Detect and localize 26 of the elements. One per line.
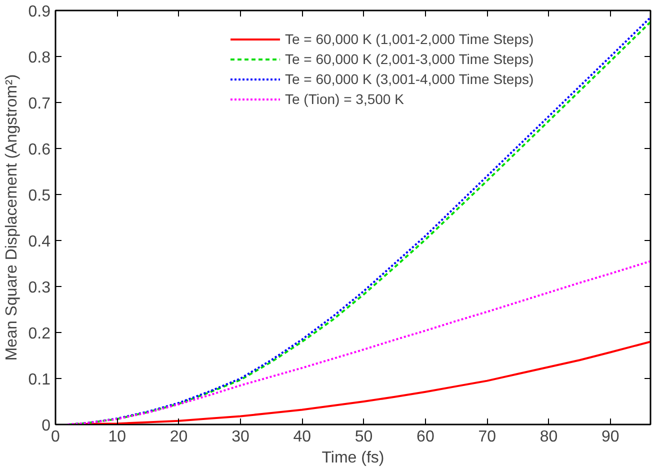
- y-tick-label: 0.3: [28, 280, 51, 296]
- x-tick-label: 30: [232, 428, 250, 446]
- y-tick-label: 0.6: [28, 142, 51, 158]
- y-tick-label: 0.8: [28, 50, 51, 66]
- x-tick-label: 70: [478, 428, 496, 446]
- x-tick-label: 10: [108, 428, 126, 446]
- x-tick-label: 90: [602, 428, 620, 446]
- y-axis-title: Mean Square Displacement (Angstrom²): [3, 74, 20, 361]
- legend-label: Te (Tion) = 3,500 K: [285, 91, 404, 107]
- line-series: [66, 260, 650, 424]
- x-tick-label: 50: [354, 428, 373, 446]
- x-axis-title: Time (fs): [322, 450, 384, 466]
- legend-label: Te = 60,000 K (3,001-4,000 Time Steps): [285, 71, 534, 87]
- y-tick-label: 0.2: [28, 326, 51, 342]
- y-tick-label: 0.7: [28, 96, 51, 112]
- legend-label: Te = 60,000 K (1,001-2,000 Time Steps): [285, 31, 534, 47]
- y-tick-label: 0.1: [28, 372, 51, 388]
- legend-label: Te = 60,000 K (2,001-3,000 Time Steps): [285, 51, 534, 67]
- y-tick-label: 0.5: [28, 188, 51, 204]
- x-tick-label: 40: [293, 428, 312, 446]
- x-tick-label: 80: [540, 428, 558, 446]
- y-tick-label: 0.4: [28, 234, 51, 250]
- y-tick-label: 0.9: [28, 4, 51, 20]
- x-tick-label: 20: [170, 428, 188, 446]
- x-tick-label: 60: [416, 428, 434, 446]
- y-tick-label: 0: [42, 418, 51, 434]
